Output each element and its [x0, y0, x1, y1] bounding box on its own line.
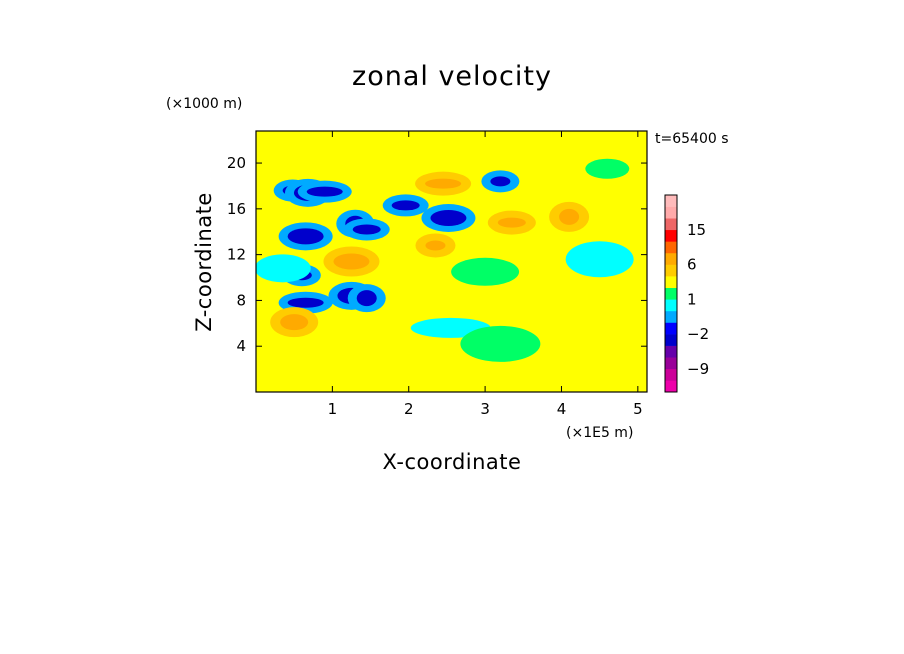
colorbar: 15 6 1 −2 −9 [664, 194, 709, 393]
colorbar-band [665, 368, 677, 381]
field-cell [306, 186, 343, 197]
y-scale-note: (×1000 m) [166, 96, 242, 112]
colorbar-label: 6 [687, 256, 697, 274]
field-cell [497, 217, 526, 228]
colorbar-label: −2 [687, 325, 709, 343]
x-tick-label: 3 [480, 400, 490, 418]
colorbar-band [665, 229, 677, 242]
y-tick-label: 20 [227, 154, 246, 172]
colorbar-band [665, 276, 677, 289]
colorbar-band [665, 310, 677, 323]
x-tick-label: 2 [404, 400, 414, 418]
field-cell [287, 228, 324, 245]
colorbar-band [665, 299, 677, 312]
colorbar-band [665, 218, 677, 231]
y-axis-label: Z-coordinate [192, 192, 216, 332]
colorbar-band [665, 264, 677, 277]
colorbar-band [665, 357, 677, 370]
field-cell [425, 240, 446, 251]
x-tick-label: 5 [633, 400, 643, 418]
x-axis-ticks: 1 2 3 4 5 [328, 131, 643, 418]
y-tick-label: 12 [227, 246, 246, 264]
y-axis-ticks: 4 8 12 16 20 [227, 154, 647, 355]
colorbar-band [665, 380, 677, 393]
heatmap-field [256, 131, 647, 392]
colorbar-label: 1 [687, 290, 697, 308]
colorbar-label: 15 [687, 221, 706, 239]
field-cell [460, 325, 541, 362]
x-scale-note: (×1E5 m) [566, 425, 633, 441]
colorbar-frame [664, 194, 678, 393]
field-cell [565, 241, 634, 278]
time-label: t=65400 s [655, 131, 729, 147]
field-cell [585, 158, 630, 179]
field-cell [559, 208, 580, 225]
y-tick-label: 4 [236, 337, 246, 355]
chart-title: zonal velocity [352, 61, 552, 92]
field-cell [356, 290, 377, 307]
colorbar-band [665, 195, 677, 207]
colorbar-band [665, 206, 677, 219]
field-cell [451, 257, 520, 286]
field-cell [430, 210, 467, 226]
colorbar-band [665, 322, 677, 335]
field-cell [256, 254, 311, 283]
x-tick-label: 1 [328, 400, 338, 418]
field-cell [280, 314, 309, 331]
colorbar-band [665, 252, 677, 265]
field-cell [391, 200, 420, 211]
colorbar-band [665, 334, 677, 346]
plot-frame [255, 130, 648, 393]
field-cell [425, 178, 462, 189]
field-cell [287, 297, 324, 308]
colorbar-label: −9 [687, 360, 709, 378]
field-cell [352, 224, 381, 235]
y-tick-label: 16 [227, 200, 246, 218]
colorbar-band [665, 241, 677, 254]
colorbar-band [665, 287, 677, 300]
colorbar-band [665, 345, 677, 358]
field-cell [490, 176, 511, 187]
y-tick-label: 8 [236, 291, 246, 309]
x-tick-label: 4 [557, 400, 567, 418]
field-cell [333, 253, 370, 270]
x-axis-label: X-coordinate [383, 450, 522, 474]
